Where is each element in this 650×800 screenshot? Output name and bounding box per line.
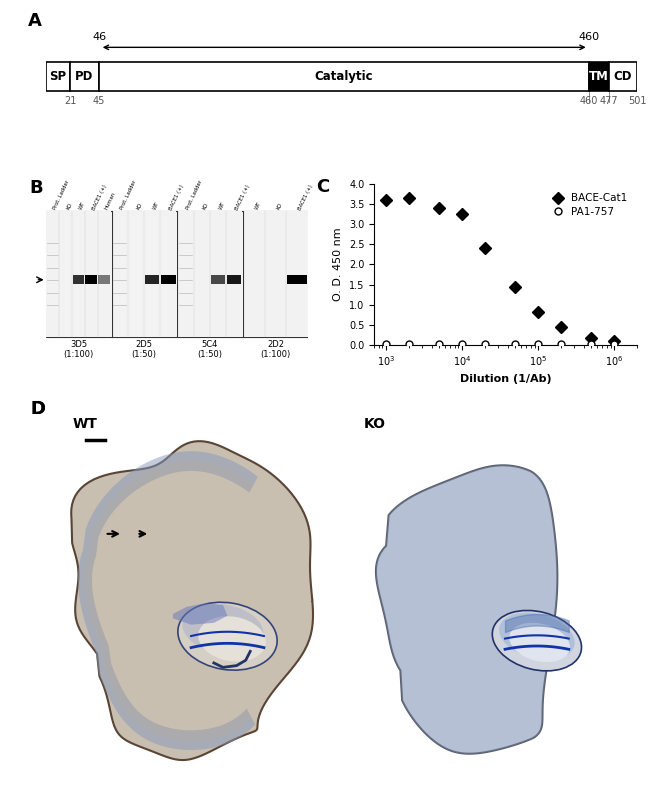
Text: C: C bbox=[317, 178, 330, 196]
Text: D: D bbox=[31, 400, 46, 418]
Polygon shape bbox=[173, 603, 227, 625]
Ellipse shape bbox=[178, 602, 277, 670]
Bar bbox=[46, 211, 308, 337]
Text: 2D2
(1:100): 2D2 (1:100) bbox=[261, 340, 291, 359]
Polygon shape bbox=[376, 466, 557, 754]
Text: Human: Human bbox=[104, 191, 117, 210]
Text: A: A bbox=[28, 12, 42, 30]
Bar bbox=[177, 211, 242, 337]
Text: KO: KO bbox=[66, 202, 73, 210]
Text: 2D5
(1:50): 2D5 (1:50) bbox=[131, 340, 157, 359]
Text: KO: KO bbox=[136, 202, 144, 210]
Bar bbox=[211, 275, 225, 284]
Text: PD: PD bbox=[75, 70, 94, 82]
Bar bbox=[227, 275, 241, 284]
Bar bbox=[145, 275, 159, 284]
Polygon shape bbox=[85, 461, 254, 740]
Bar bbox=[98, 275, 110, 284]
Polygon shape bbox=[72, 441, 313, 760]
Bar bbox=[99, 62, 589, 90]
Text: WT: WT bbox=[254, 201, 262, 210]
Text: B: B bbox=[30, 179, 44, 198]
Text: 460: 460 bbox=[579, 95, 598, 106]
Text: BACE1 (+): BACE1 (+) bbox=[91, 183, 107, 210]
Text: WT: WT bbox=[218, 201, 226, 210]
Bar bbox=[85, 275, 97, 284]
Text: WT: WT bbox=[79, 201, 86, 210]
Ellipse shape bbox=[499, 613, 575, 660]
Text: WT: WT bbox=[73, 418, 98, 431]
Ellipse shape bbox=[510, 622, 570, 662]
Text: KO: KO bbox=[364, 418, 386, 431]
Bar bbox=[73, 275, 84, 284]
Text: 5C4
(1:50): 5C4 (1:50) bbox=[198, 340, 222, 359]
Text: 3D5
(1:100): 3D5 (1:100) bbox=[63, 340, 94, 359]
Polygon shape bbox=[78, 451, 258, 750]
Text: SP: SP bbox=[49, 70, 66, 82]
Legend: BACE-Cat1, PA1-757: BACE-Cat1, PA1-757 bbox=[543, 190, 632, 221]
Text: Prot. Ladder: Prot. Ladder bbox=[120, 179, 138, 210]
Bar bbox=[589, 62, 608, 90]
Text: 46: 46 bbox=[93, 31, 107, 42]
Bar bbox=[287, 275, 307, 284]
Text: D: D bbox=[31, 400, 46, 418]
Bar bbox=[70, 62, 99, 90]
Text: 501: 501 bbox=[628, 95, 646, 106]
Text: TM: TM bbox=[589, 70, 608, 82]
Text: BACE1 (+): BACE1 (+) bbox=[297, 183, 313, 210]
Text: KO: KO bbox=[276, 202, 283, 210]
Y-axis label: O. D. 450 nm: O. D. 450 nm bbox=[333, 228, 343, 302]
Text: 21: 21 bbox=[64, 95, 77, 106]
Text: Catalytic: Catalytic bbox=[315, 70, 373, 82]
Bar bbox=[46, 211, 110, 337]
Bar bbox=[608, 62, 637, 90]
Text: Prot. Ladder: Prot. Ladder bbox=[185, 179, 203, 210]
Text: 45: 45 bbox=[92, 95, 105, 106]
Text: Prot. Ladder: Prot. Ladder bbox=[53, 179, 71, 210]
X-axis label: Dilution (1/Ab): Dilution (1/Ab) bbox=[460, 374, 551, 384]
Text: 460: 460 bbox=[578, 31, 599, 42]
Text: BACE1 (+): BACE1 (+) bbox=[168, 183, 185, 210]
Ellipse shape bbox=[198, 616, 266, 662]
Ellipse shape bbox=[492, 610, 582, 671]
Bar bbox=[243, 211, 308, 337]
Ellipse shape bbox=[183, 604, 263, 654]
Bar bbox=[112, 211, 176, 337]
Polygon shape bbox=[376, 466, 557, 754]
Text: KO: KO bbox=[202, 202, 209, 210]
Text: BACE1 (+): BACE1 (+) bbox=[234, 183, 250, 210]
Text: WT: WT bbox=[152, 201, 161, 210]
Bar bbox=[161, 275, 176, 284]
Text: CD: CD bbox=[614, 70, 632, 82]
Text: 477: 477 bbox=[599, 95, 618, 106]
Bar bbox=[46, 62, 70, 90]
